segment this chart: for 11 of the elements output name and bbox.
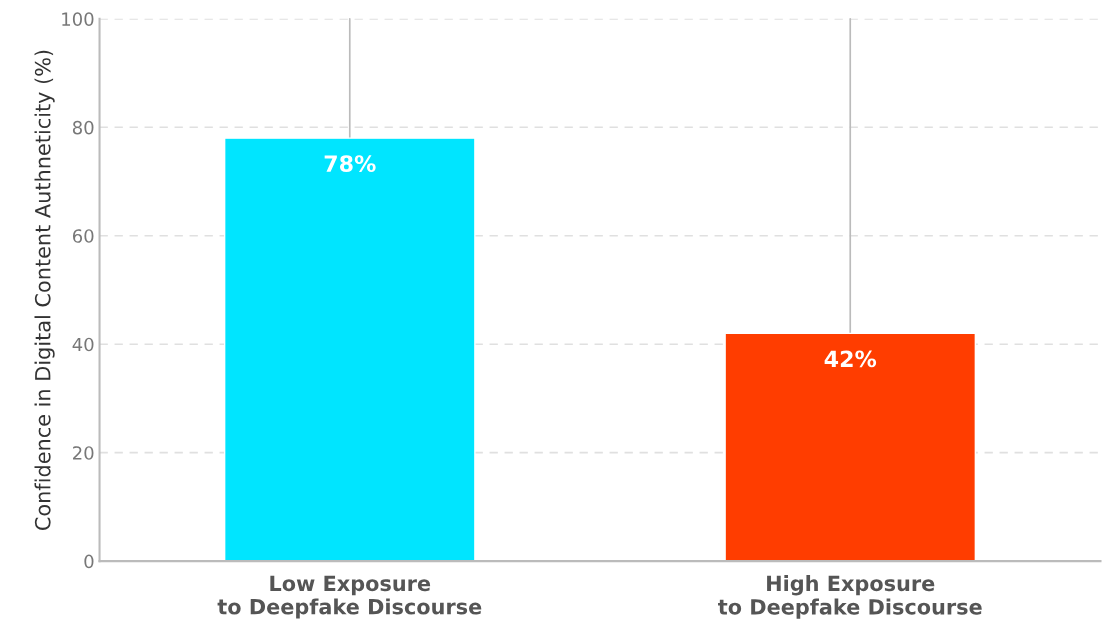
y-tick-label: 20 bbox=[73, 446, 94, 460]
y-tick-label: 40 bbox=[72, 337, 94, 352]
data-label: 78% bbox=[324, 155, 376, 172]
y-axis-title: Confidence in Digital Content Authneticity (%) bbox=[34, 50, 55, 530]
y-tick-label: 80 bbox=[72, 120, 94, 135]
data-label: 42% bbox=[824, 350, 877, 368]
y-tick-label: 60 bbox=[72, 229, 94, 243]
x-tick-label: High Exposure to Deepfake Discourse bbox=[718, 575, 982, 619]
y-tick-label: 0 bbox=[84, 554, 94, 569]
x-tick-label: Low Exposure to Deepfake Discourse bbox=[217, 575, 482, 619]
y-tick-label: 100 bbox=[62, 12, 94, 26]
